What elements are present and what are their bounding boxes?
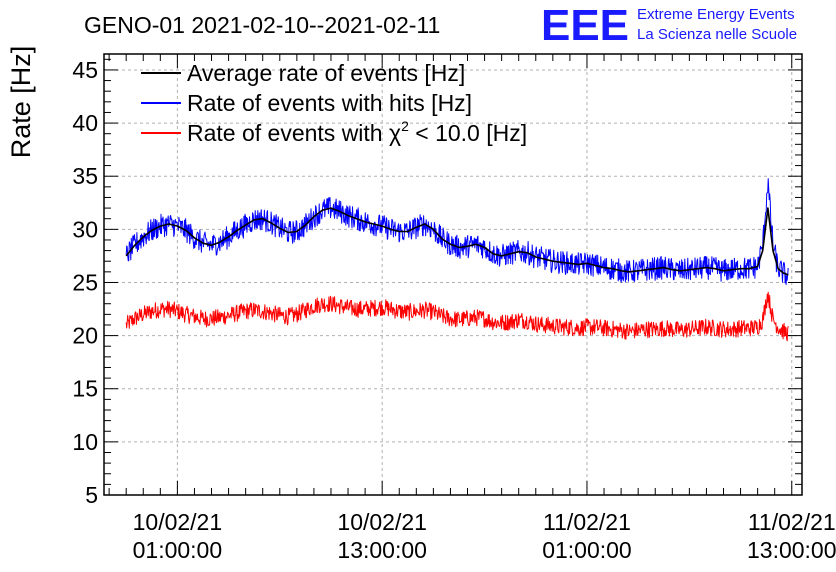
x-tick-label-time: 01:00:00	[542, 537, 632, 563]
logo-line-1: Extreme Energy Events	[637, 6, 795, 23]
series-line-hits	[125, 178, 789, 286]
y-tick-label: 35	[72, 163, 98, 189]
chart-title: GENO-01 2021-02-10--2021-02-11	[84, 12, 440, 38]
logo-mark: EEE	[541, 1, 629, 50]
plot-area	[125, 178, 789, 342]
legend-label-chi2-suffix: < 10.0 [Hz]	[409, 120, 527, 146]
eee-logo: EEE Extreme Energy Events La Scienza nel…	[541, 1, 797, 50]
y-tick-label: 30	[72, 216, 98, 242]
x-tick-label-time: 01:00:00	[133, 537, 223, 563]
x-tick-label-date: 11/02/21	[543, 509, 631, 535]
legend: Average rate of events [Hz] Rate of even…	[141, 60, 527, 146]
x-tick-label-time: 13:00:00	[747, 537, 836, 563]
x-tick-label-date: 11/02/21	[748, 509, 836, 535]
y-tick-label: 20	[72, 323, 98, 349]
y-axis-label: Rate [Hz]	[6, 46, 36, 159]
legend-label-average: Average rate of events [Hz]	[187, 60, 465, 86]
axes: 5101520253035404510/02/2101:00:0010/02/2…	[72, 53, 836, 563]
y-tick-label: 15	[72, 376, 98, 402]
plot-frame	[103, 53, 803, 496]
grid	[104, 54, 802, 496]
x-tick-label-time: 13:00:00	[337, 537, 427, 563]
series-line-average	[125, 207, 789, 276]
legend-label-chi2-main: Rate of events with χ	[187, 120, 401, 146]
legend-label-chi2: Rate of events with χ2 < 10.0 [Hz]	[187, 118, 527, 146]
y-tick-label: 10	[72, 429, 98, 455]
y-tick-label: 5	[85, 482, 98, 508]
y-tick-label: 40	[72, 110, 98, 136]
y-tick-label: 25	[72, 269, 98, 295]
legend-label-hits: Rate of events with hits [Hz]	[187, 90, 472, 116]
logo-line-2: La Scienza nelle Scuole	[637, 26, 797, 43]
legend-label-chi2-sup: 2	[401, 118, 409, 134]
series-line-chi2	[125, 291, 789, 342]
x-tick-label-date: 10/02/21	[337, 509, 427, 535]
x-tick-label-date: 10/02/21	[133, 509, 223, 535]
y-tick-label: 45	[72, 57, 98, 83]
